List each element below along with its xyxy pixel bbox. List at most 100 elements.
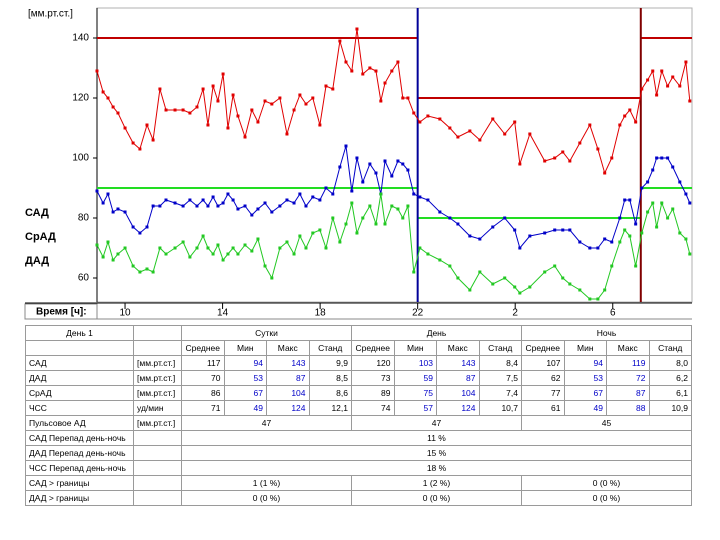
point (278, 204, 282, 208)
point (640, 231, 644, 235)
point (543, 231, 547, 235)
point (651, 69, 655, 73)
point (226, 252, 230, 256)
point (338, 240, 342, 244)
point (678, 180, 682, 184)
point (195, 246, 199, 250)
table-cell: 10,9 (648, 400, 692, 416)
table-row: Среднее Мин Макс Станд Среднее Мин Макс Станд Ср… (25, 340, 692, 356)
table-cell: 18 % (181, 460, 692, 476)
point (596, 246, 600, 250)
point (158, 246, 162, 250)
point (145, 123, 149, 127)
table-cell: 61 (521, 400, 565, 416)
point (236, 114, 240, 118)
point (256, 120, 260, 124)
point (201, 234, 205, 238)
x-label-box (24, 303, 98, 320)
point (311, 231, 315, 235)
point (412, 270, 416, 274)
table-cell: 87 (606, 385, 650, 401)
x-tick-label: 10 (119, 308, 131, 319)
point (221, 72, 225, 76)
point (206, 123, 210, 127)
point (623, 228, 627, 232)
point (401, 162, 405, 166)
point (304, 246, 308, 250)
point (106, 240, 110, 244)
table-cell: 15 % (181, 445, 692, 461)
point (344, 222, 348, 226)
point (426, 114, 430, 118)
point (553, 228, 557, 232)
table-cell: 89 (351, 385, 395, 401)
empty-cell (133, 430, 182, 446)
point (528, 285, 532, 289)
empty-cell (133, 325, 182, 341)
point (243, 135, 247, 139)
point (221, 201, 225, 205)
point (270, 210, 274, 214)
table-row: САД [мм.рт.ст.] 117 94 143 9,9 120 103 143 8,4 107… (25, 355, 692, 371)
point (412, 192, 416, 196)
point (236, 252, 240, 256)
point (688, 252, 692, 256)
point (338, 165, 342, 169)
stat-header: Станд (308, 340, 352, 356)
point (684, 60, 688, 64)
point (123, 246, 127, 250)
group-header: Ночь (521, 325, 692, 341)
point (561, 150, 565, 154)
point (206, 204, 210, 208)
point (396, 159, 400, 163)
point (181, 108, 185, 112)
stat-header: Станд (478, 340, 522, 356)
point (660, 156, 664, 160)
table-cell: 124 (266, 400, 310, 416)
point (368, 204, 372, 208)
table-cell: 53 (563, 370, 607, 386)
point (324, 246, 328, 250)
legend-entry: ДАД (25, 255, 49, 267)
table-cell: 11 % (181, 430, 692, 446)
point (401, 96, 405, 100)
point (528, 234, 532, 238)
point (158, 87, 162, 91)
table-cell: 67 (563, 385, 607, 401)
group-header: Сутки (181, 325, 352, 341)
point (361, 216, 365, 220)
point (250, 249, 254, 253)
point (123, 126, 127, 130)
point (285, 132, 289, 136)
point (304, 102, 308, 106)
point (684, 192, 688, 196)
point (543, 270, 547, 274)
row-label: ДАД > границы (25, 490, 134, 506)
point (361, 72, 365, 76)
point (438, 210, 442, 214)
point (456, 276, 460, 280)
point (292, 108, 296, 112)
point (318, 198, 322, 202)
point (263, 99, 267, 103)
point (350, 69, 354, 73)
point (350, 201, 354, 205)
point (646, 210, 650, 214)
point (123, 210, 127, 214)
point (379, 99, 383, 103)
point (298, 192, 302, 196)
point (628, 198, 632, 202)
table-cell: 143 (436, 355, 480, 371)
point (298, 93, 302, 97)
table-cell: 12,1 (308, 400, 352, 416)
point (111, 105, 115, 109)
point (448, 216, 452, 220)
point (318, 228, 322, 232)
point (412, 111, 416, 115)
point (603, 171, 607, 175)
point (331, 192, 335, 196)
table-row: САД > границы 1 (1 %) 1 (2 %) 0 (0 %) (25, 475, 692, 491)
point (195, 204, 199, 208)
table-cell: 49 (223, 400, 267, 416)
point (610, 156, 614, 160)
